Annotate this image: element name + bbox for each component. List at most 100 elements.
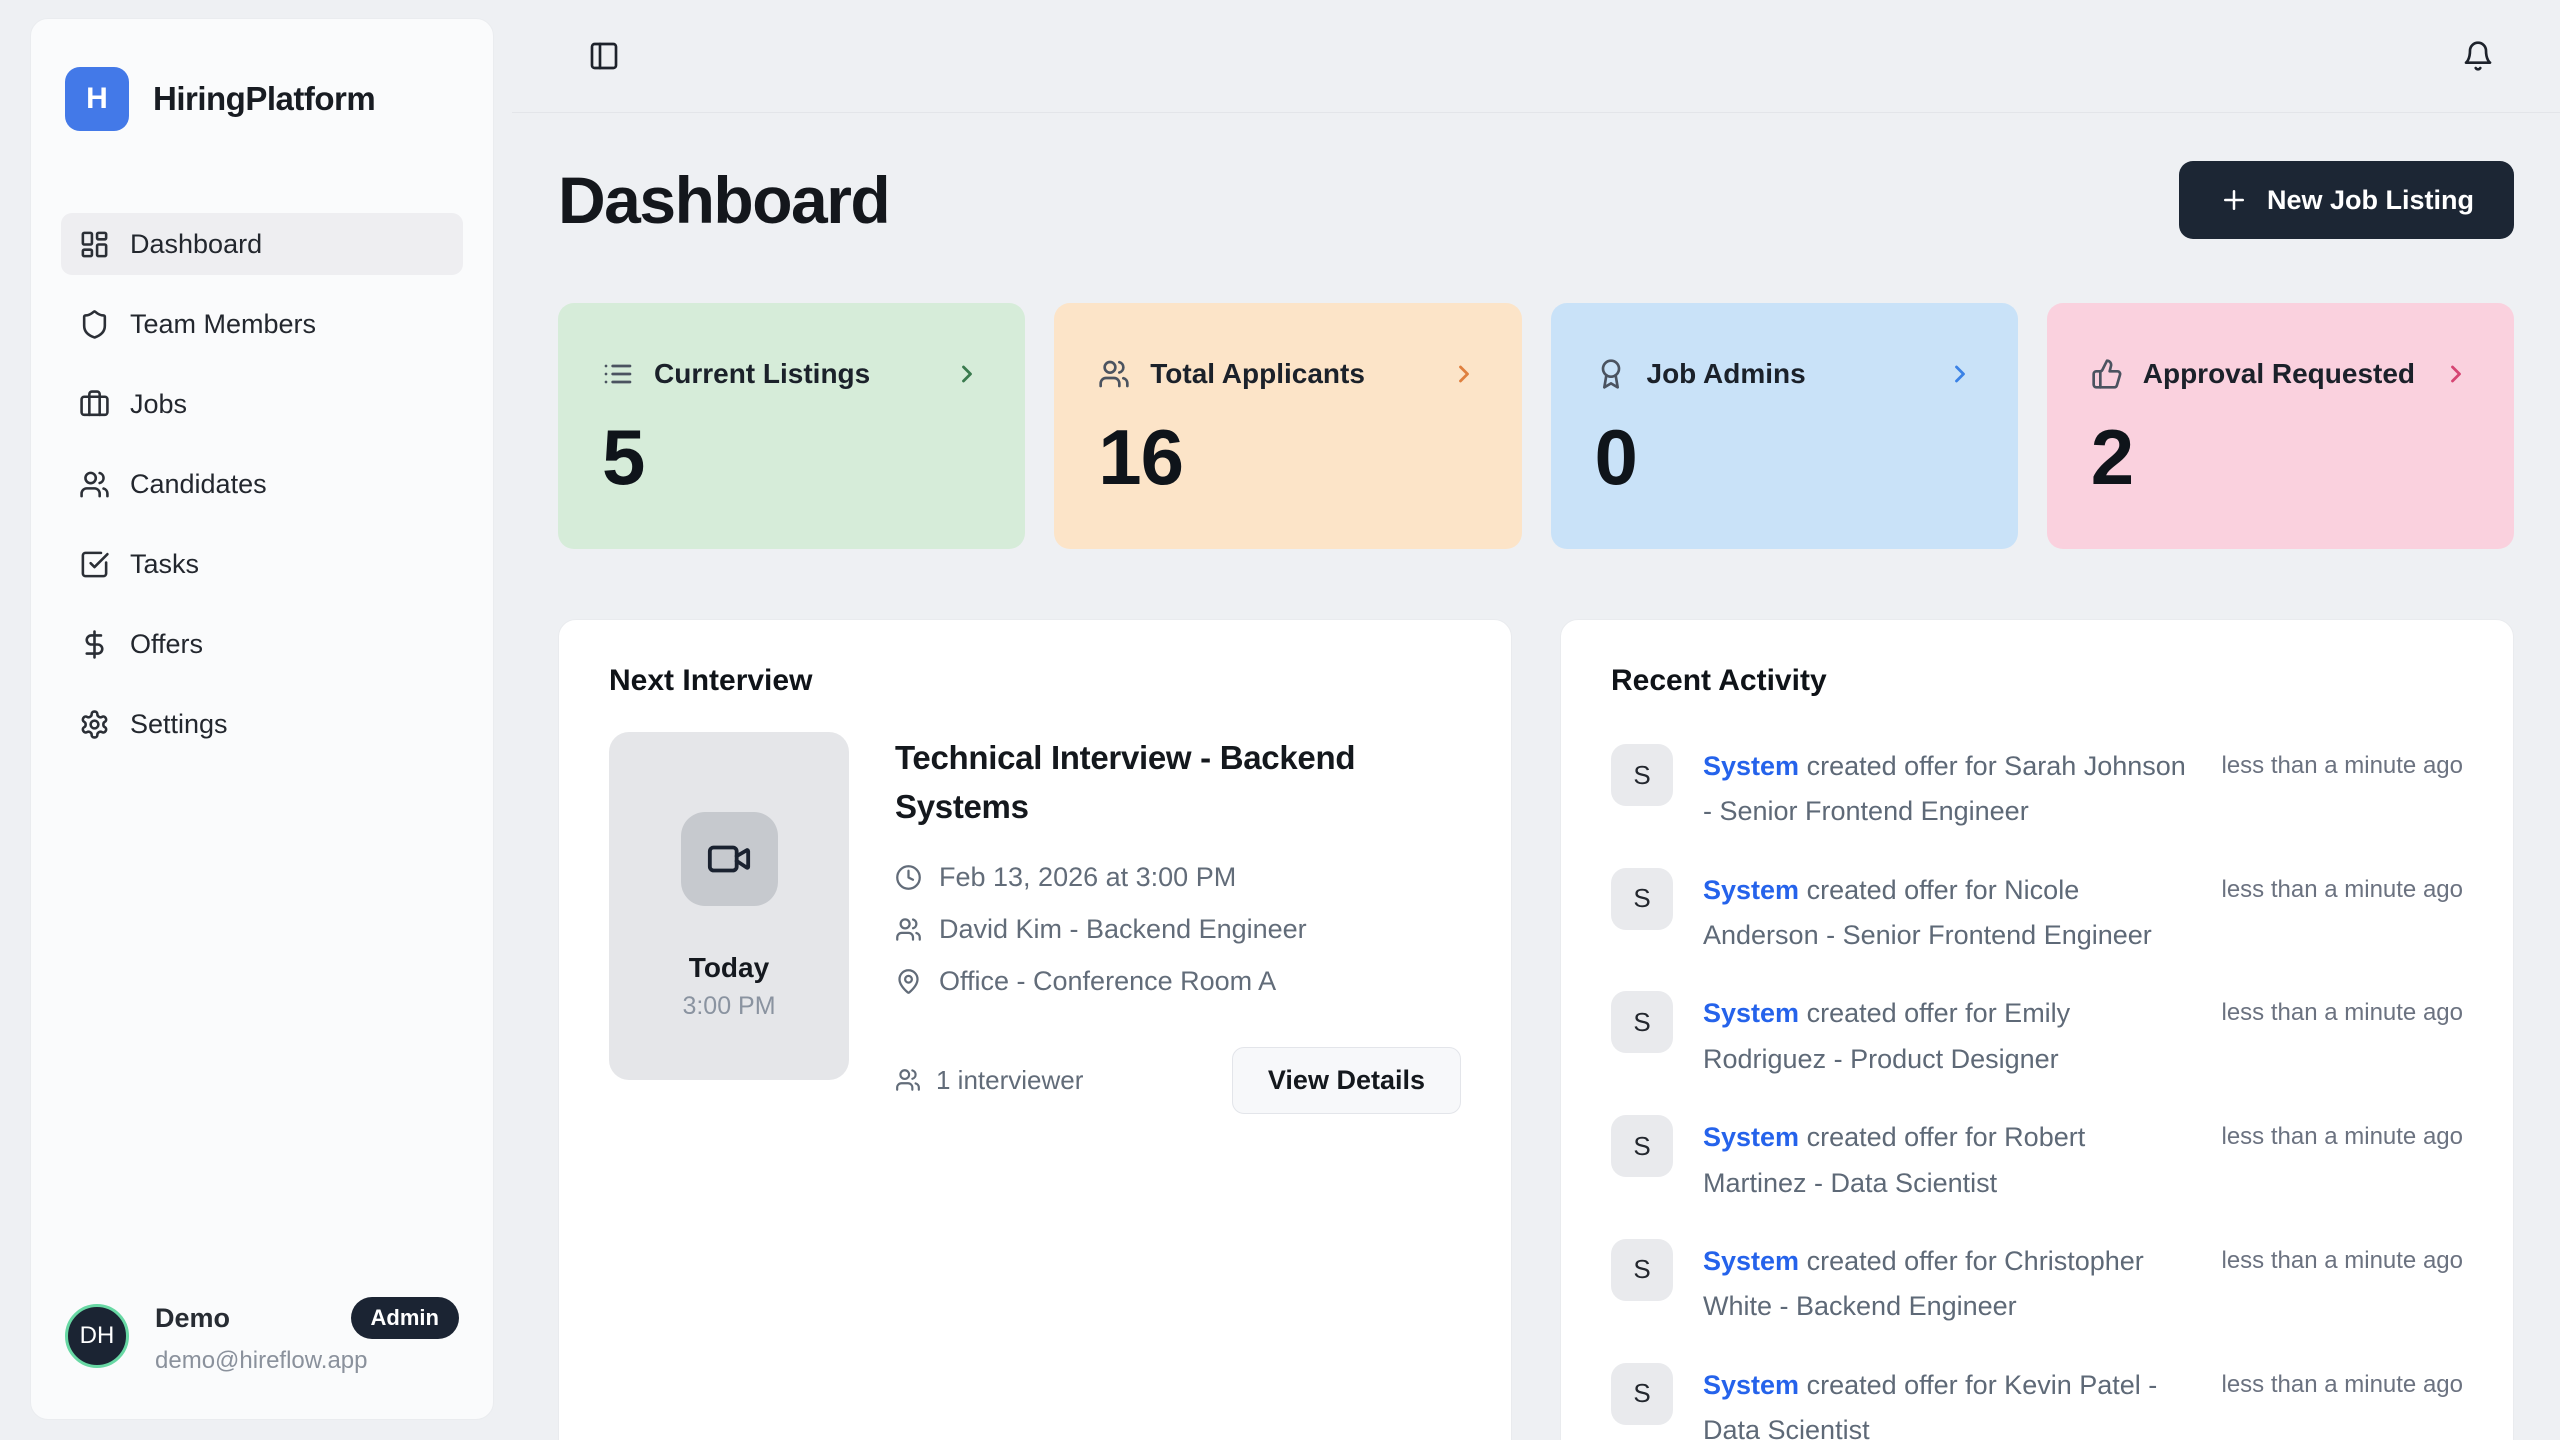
brand-name: HiringPlatform xyxy=(153,80,376,117)
activity-row: S System created offer for Kevin Patel -… xyxy=(1611,1362,2464,1440)
shield-icon xyxy=(79,309,110,340)
activity-avatar: S xyxy=(1611,991,1673,1054)
activity-list: S System created offer for Sarah Johnson… xyxy=(1611,744,2463,1440)
next-interview-card: Next Interview Today 3:00 PM Technical I… xyxy=(558,619,1512,1440)
sidebar-item-team-members[interactable]: Team Members xyxy=(61,293,463,355)
bell-icon[interactable] xyxy=(2462,40,2494,72)
sidebar-item-label: Dashboard xyxy=(130,228,263,259)
activity-text: System created offer for Robert Martinez… xyxy=(1703,1115,2192,1206)
activity-row: S System created offer for Sarah Johnson… xyxy=(1611,744,2463,835)
sidebar-item-label: Offers xyxy=(130,628,204,659)
activity-description: created offer for Emily Rodriguez - Prod… xyxy=(1703,998,2071,1074)
sidebar-item-label: Settings xyxy=(130,708,228,739)
stat-card-job-admins[interactable]: Job Admins 0 xyxy=(1550,303,2018,549)
interview-datetime-row: Feb 13, 2026 at 3:00 PM xyxy=(895,862,1461,893)
chevron-right-icon xyxy=(1946,360,1974,388)
activity-timestamp: less than a minute ago xyxy=(2221,1123,2464,1151)
sidebar-item-settings[interactable]: Settings xyxy=(61,693,463,755)
gear-icon xyxy=(79,709,110,740)
stat-card-total-applicants[interactable]: Total Applicants 16 xyxy=(1054,303,1522,549)
sidebar-item-tasks[interactable]: Tasks xyxy=(61,533,463,595)
sidebar-item-offers[interactable]: Offers xyxy=(61,613,463,675)
stat-card-current-listings[interactable]: Current Listings 5 xyxy=(558,303,1026,549)
video-icon-box xyxy=(680,812,778,906)
panels-row: Next Interview Today 3:00 PM Technical I… xyxy=(558,619,2514,1440)
new-job-listing-label: New Job Listing xyxy=(2266,184,2474,215)
stats-row: Current Listings 5 Total Applicants xyxy=(558,303,2514,549)
activity-actor-link[interactable]: System xyxy=(1703,751,1800,781)
activity-actor-link[interactable]: System xyxy=(1703,1369,1800,1400)
interview-details: Technical Interview - Backend Systems Fe… xyxy=(895,732,1461,1114)
chevron-right-icon xyxy=(1450,360,1478,388)
brand-logo-letter: H xyxy=(86,82,108,115)
activity-text: System created offer for Sarah Johnson -… xyxy=(1703,744,2192,835)
stat-label: Approval Requested xyxy=(2142,358,2416,389)
interview-location-row: Office - Conference Room A xyxy=(895,966,1461,997)
list-icon xyxy=(602,358,634,390)
activity-row: S System created offer for Emily Rodrigu… xyxy=(1611,991,2463,1082)
activity-row: S System created offer for Christopher W… xyxy=(1611,1238,2463,1330)
page-head: Dashboard New Job Listing xyxy=(558,161,2514,239)
main-area: Dashboard New Job Listing Current Listin… xyxy=(512,0,2560,1440)
interview-date-tile: Today 3:00 PM xyxy=(609,732,849,1080)
brand-logo-block[interactable]: H HiringPlatform xyxy=(65,67,459,131)
user-role-badge: Admin xyxy=(350,1297,459,1339)
interviewer-count-label: 1 interviewer xyxy=(936,1064,1084,1095)
sidebar-item-jobs[interactable]: Jobs xyxy=(61,373,463,435)
sidebar-item-label: Jobs xyxy=(130,388,188,419)
avatar: DH xyxy=(65,1304,129,1368)
user-name: Demo xyxy=(155,1302,231,1333)
activity-description: created offer for Nicole Anderson - Seni… xyxy=(1703,874,2152,951)
page-content: Dashboard New Job Listing Current Listin… xyxy=(512,113,2560,1440)
activity-description: created offer for Robert Martinez - Data… xyxy=(1703,1122,2086,1198)
next-interview-title: Next Interview xyxy=(609,664,813,697)
activity-text: System created offer for Emily Rodriguez… xyxy=(1703,991,2192,1082)
activity-actor-link[interactable]: System xyxy=(1703,1122,1800,1153)
sidebar-item-label: Team Members xyxy=(130,308,317,339)
stat-card-approval-requested[interactable]: Approval Requested 2 xyxy=(2046,303,2514,549)
sidebar-spacer xyxy=(61,773,463,1267)
stat-value: 2 xyxy=(2090,413,2134,501)
interview-datetime: Feb 13, 2026 at 3:00 PM xyxy=(939,861,1237,892)
activity-actor-link[interactable]: System xyxy=(1703,874,1800,905)
interview-time: 3:00 PM xyxy=(682,992,776,1020)
plus-icon xyxy=(2219,185,2249,215)
interview-day: Today xyxy=(688,952,770,983)
map-pin-icon xyxy=(895,968,922,995)
view-details-button[interactable]: View Details xyxy=(1231,1046,1461,1114)
stat-value: 0 xyxy=(1594,413,1638,501)
sidebar-item-label: Candidates xyxy=(130,468,267,499)
activity-actor-link[interactable]: System xyxy=(1703,998,1800,1029)
panel-left-icon[interactable] xyxy=(588,40,620,72)
sidebar-item-dashboard[interactable]: Dashboard xyxy=(61,213,463,275)
users-icon xyxy=(79,469,110,500)
activity-timestamp: less than a minute ago xyxy=(2221,1370,2464,1398)
stat-label: Total Applicants xyxy=(1150,358,1365,389)
new-job-listing-button[interactable]: New Job Listing xyxy=(2178,161,2514,239)
activity-avatar: S xyxy=(1611,1115,1673,1178)
activity-text: System created offer for Kevin Patel - D… xyxy=(1703,1363,2192,1440)
user-meta: Demo Admin demo@hireflow.app xyxy=(155,1297,459,1375)
clock-icon xyxy=(895,864,922,891)
user-profile-block[interactable]: DH Demo Admin demo@hireflow.app xyxy=(61,1267,463,1419)
interview-location: Office - Conference Room A xyxy=(939,965,1277,996)
sidebar-item-candidates[interactable]: Candidates xyxy=(61,453,463,515)
activity-actor-link[interactable]: System xyxy=(1703,1245,1800,1276)
stat-value: 16 xyxy=(1098,413,1184,501)
layout-dashboard-icon xyxy=(79,229,110,260)
activity-avatar: S xyxy=(1611,1362,1673,1425)
dollar-icon xyxy=(79,629,110,660)
interview-job-title: Technical Interview - Backend Systems xyxy=(895,739,1356,825)
check-square-icon xyxy=(79,549,110,580)
chevron-right-icon xyxy=(2442,360,2470,388)
interview-candidate: David Kim - Backend Engineer xyxy=(939,913,1307,944)
activity-timestamp: less than a minute ago xyxy=(2221,999,2464,1027)
activity-row: S System created offer for Robert Martin… xyxy=(1611,1115,2463,1206)
activity-avatar: S xyxy=(1611,744,1673,806)
stat-label: Job Admins xyxy=(1646,358,1806,389)
sidebar-nav: Dashboard Team Members Jobs Candidates T… xyxy=(61,213,463,773)
sidebar-item-label: Tasks xyxy=(130,548,200,579)
activity-description: created offer for Sarah Johnson - Senior… xyxy=(1703,751,2186,827)
page-title: Dashboard xyxy=(558,163,891,237)
avatar-initials: DH xyxy=(79,1322,115,1349)
